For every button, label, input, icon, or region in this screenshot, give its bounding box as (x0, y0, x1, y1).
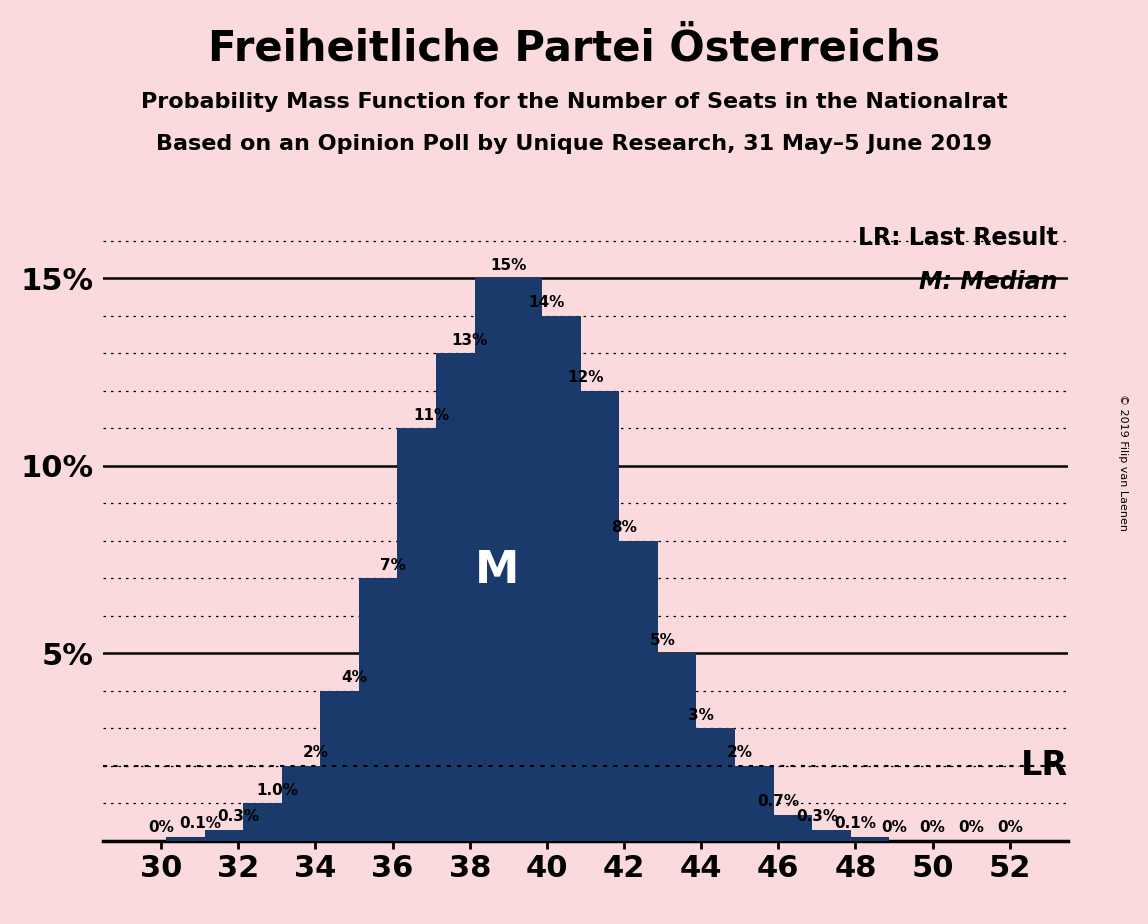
Text: 15%: 15% (490, 258, 527, 273)
Bar (552, 391, 619, 841)
Bar (204, 830, 272, 841)
Bar (629, 653, 697, 841)
Bar (590, 541, 658, 841)
Text: 0%: 0% (996, 821, 1023, 835)
Text: 7%: 7% (380, 558, 405, 573)
Text: M: M (474, 549, 519, 592)
Text: 0.1%: 0.1% (835, 817, 876, 832)
Bar (667, 728, 735, 841)
Text: 11%: 11% (413, 407, 449, 422)
Text: 3%: 3% (689, 708, 714, 723)
Bar (166, 837, 233, 841)
Bar (706, 766, 774, 841)
Bar (822, 837, 890, 841)
Text: Based on an Opinion Poll by Unique Research, 31 May–5 June 2019: Based on an Opinion Poll by Unique Resea… (156, 134, 992, 154)
Bar (359, 578, 426, 841)
Text: 2%: 2% (727, 746, 753, 760)
Bar (397, 429, 465, 841)
Text: 1.0%: 1.0% (256, 783, 297, 797)
Bar (436, 353, 504, 841)
Bar (281, 766, 349, 841)
Text: 0.3%: 0.3% (217, 809, 259, 824)
Text: 0%: 0% (882, 821, 907, 835)
Text: 12%: 12% (567, 371, 604, 385)
Text: LR: Last Result: LR: Last Result (859, 225, 1058, 249)
Bar (745, 815, 812, 841)
Bar (474, 278, 542, 841)
Text: M: Median: M: Median (920, 270, 1058, 294)
Text: 8%: 8% (611, 520, 637, 535)
Text: 13%: 13% (451, 333, 488, 347)
Bar (513, 316, 581, 841)
Text: 0.1%: 0.1% (179, 817, 220, 832)
Text: 4%: 4% (341, 670, 367, 686)
Bar (320, 691, 388, 841)
Text: LR: LR (1021, 749, 1068, 783)
Text: Freiheitliche Partei Österreichs: Freiheitliche Partei Österreichs (208, 28, 940, 69)
Text: 14%: 14% (529, 295, 565, 310)
Text: Probability Mass Function for the Number of Seats in the Nationalrat: Probability Mass Function for the Number… (141, 92, 1007, 113)
Bar (243, 803, 311, 841)
Text: 2%: 2% (302, 746, 328, 760)
Text: © 2019 Filip van Laenen: © 2019 Filip van Laenen (1118, 394, 1127, 530)
Text: 0%: 0% (920, 821, 946, 835)
Bar (783, 830, 851, 841)
Text: 5%: 5% (650, 633, 675, 648)
Text: 0%: 0% (148, 821, 174, 835)
Text: 0%: 0% (959, 821, 984, 835)
Text: 0.7%: 0.7% (758, 794, 799, 809)
Text: 0.3%: 0.3% (796, 809, 838, 824)
